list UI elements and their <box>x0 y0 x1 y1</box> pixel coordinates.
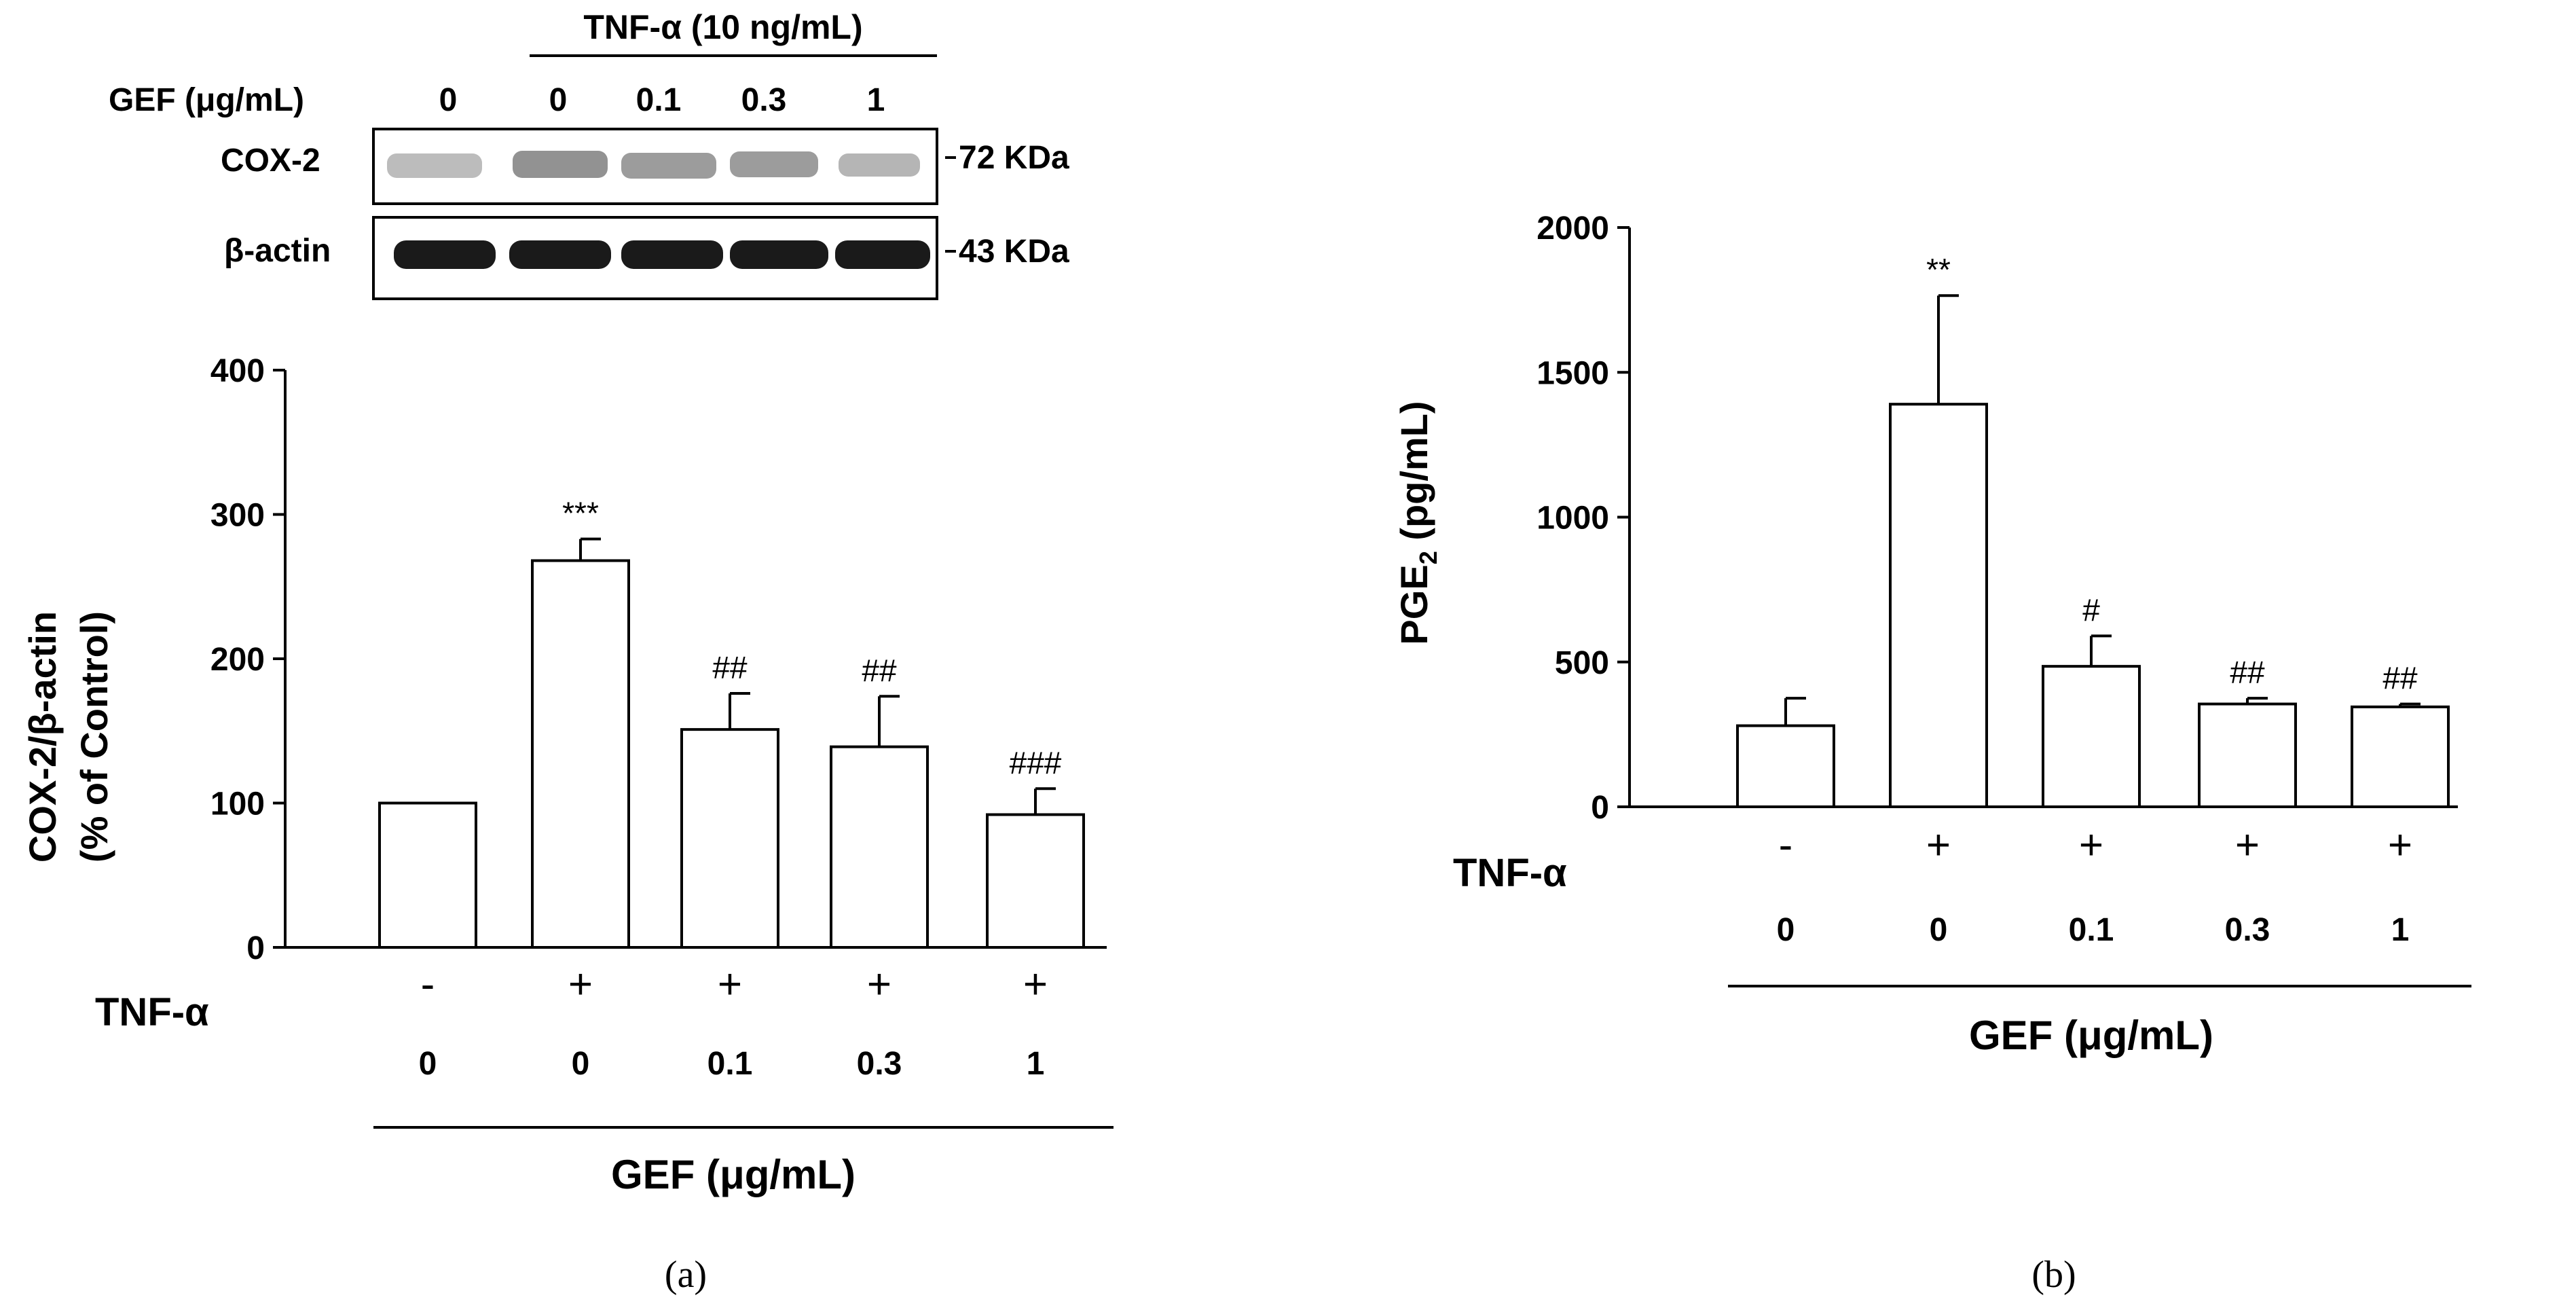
chart-a-bars: ***## ##### <box>378 496 1085 949</box>
blot-dose: 0.3 <box>741 82 787 118</box>
chart-b-ylabel-unit: (pg/mL) <box>1393 401 1435 551</box>
bar <box>1736 724 1835 808</box>
y-tick-label: 200 <box>210 642 265 678</box>
y-tick-label: 500 <box>1555 645 1609 681</box>
chart-a-categories: 0 0 0.1 0.3 1 <box>419 1046 1045 1082</box>
y-tick-label: 1000 <box>1537 501 1609 537</box>
chart-b-tnf-signs: - + + + + <box>1779 822 2412 869</box>
blot-row-label-actin: β-actin <box>224 233 331 269</box>
significance-label: ## <box>712 650 748 685</box>
blot-band <box>621 240 723 269</box>
chart-b-bars: **### ## <box>1736 252 2450 809</box>
chart-b-ylabel-main: PGE <box>1393 564 1435 644</box>
chart-a-xlabel: GEF (μg/mL) <box>611 1152 855 1197</box>
x-tick-label: 0.1 <box>707 1046 753 1082</box>
chart-b-panel-label: (b) <box>2031 1254 2076 1296</box>
actin-bands <box>394 240 930 269</box>
y-tick-label: 400 <box>210 353 265 389</box>
significance-label: *** <box>562 496 599 531</box>
x-tick-label: 1 <box>2391 912 2410 948</box>
blot-band <box>394 240 496 269</box>
chart-b-ylabel-sub: 2 <box>1414 551 1442 564</box>
chart-b-categories: 0 0 0.1 0.3 1 <box>1777 912 2410 948</box>
blot-dose: 0.1 <box>636 82 682 118</box>
blot-dose: 0 <box>439 82 458 118</box>
significance-label: ## <box>2382 661 2418 696</box>
tnf-sign: - <box>1779 822 1793 869</box>
tnf-sign: + <box>2079 822 2103 869</box>
y-tick-label: 0 <box>1591 790 1609 826</box>
y-tick-label: 2000 <box>1537 211 1609 247</box>
blot-band <box>839 153 920 177</box>
western-blot: TNF-α (10 ng/mL) GEF (μg/mL) 0 0 0.1 0.3… <box>109 8 1069 300</box>
significance-label: ## <box>862 653 897 688</box>
bar <box>531 559 630 949</box>
cox2-bands <box>387 151 920 179</box>
chart-b-y-axis: 0 500 1000 1500 2000 <box>1537 211 1630 826</box>
blot-band <box>387 153 482 178</box>
chart-b-ylabel: PGE2 (pg/mL) <box>1393 401 1442 644</box>
x-tick-label: 0 <box>1777 912 1795 948</box>
bar <box>1889 403 1988 808</box>
bar <box>680 728 779 949</box>
bar <box>2198 702 2297 809</box>
chart-a-y-axis: 0 100 200 300 400 <box>210 353 285 966</box>
bar <box>830 745 929 949</box>
blot-row-size-actin: 43 KDa <box>959 234 1069 270</box>
blot-row-size-cox2: 72 KDa <box>959 140 1069 176</box>
chart-a-ylabel-line2: (% of Control) <box>73 611 115 862</box>
blot-band <box>513 151 608 178</box>
chart-a: COX-2/β-actin (% of Control) 01002003004… <box>21 353 1114 1296</box>
bar <box>986 813 1085 949</box>
blot-band <box>730 151 818 177</box>
x-tick-label: 0.3 <box>857 1046 902 1082</box>
y-tick-label: 300 <box>210 498 265 534</box>
chart-a-tnf-signs: - + + + + <box>421 961 1048 1008</box>
chart-b-tnf-label: TNF-α <box>1453 851 1567 895</box>
blot-dose-label: GEF (μg/mL) <box>109 82 304 118</box>
significance-label: ## <box>2230 655 2265 690</box>
tnf-sign: + <box>2388 822 2412 869</box>
tnf-sign: + <box>2235 822 2260 869</box>
x-tick-label: 0.1 <box>2069 912 2114 948</box>
blot-treatment-label: TNF-α (10 ng/mL) <box>583 8 862 46</box>
y-tick-label: 100 <box>210 786 265 822</box>
x-tick-label: 0.3 <box>2225 912 2270 948</box>
y-tick-label: 1500 <box>1537 355 1609 391</box>
blot-dose: 1 <box>867 82 885 118</box>
bar <box>2351 705 2450 809</box>
tnf-sign: + <box>1023 961 1048 1008</box>
x-tick-label: 0 <box>572 1046 590 1082</box>
y-tick-label: 0 <box>246 930 265 966</box>
blot-row-label-cox2: COX-2 <box>221 143 320 179</box>
x-tick-label: 0 <box>419 1046 437 1082</box>
x-tick-label: 0 <box>1930 912 1948 948</box>
significance-label: ** <box>1926 252 1951 287</box>
blot-band <box>509 240 611 269</box>
tnf-sign: + <box>1926 822 1951 869</box>
chart-b-xlabel: GEF (μg/mL) <box>1969 1013 2213 1058</box>
blot-band <box>835 240 930 269</box>
bar <box>2042 665 2141 809</box>
tnf-sign: + <box>568 961 593 1008</box>
significance-label: # <box>2082 592 2100 628</box>
tnf-sign: - <box>421 961 435 1008</box>
tnf-sign: + <box>867 961 891 1008</box>
chart-a-panel-label: (a) <box>665 1254 707 1296</box>
bar <box>378 801 477 949</box>
x-tick-label: 1 <box>1027 1046 1045 1082</box>
tnf-sign: + <box>718 961 742 1008</box>
blot-band <box>621 153 716 179</box>
significance-label: ### <box>1010 745 1062 780</box>
chart-a-tnf-label: TNF-α <box>95 990 209 1034</box>
blot-dose: 0 <box>549 82 568 118</box>
blot-band <box>730 240 828 269</box>
chart-a-ylabel-line1: COX-2/β-actin <box>21 611 64 862</box>
